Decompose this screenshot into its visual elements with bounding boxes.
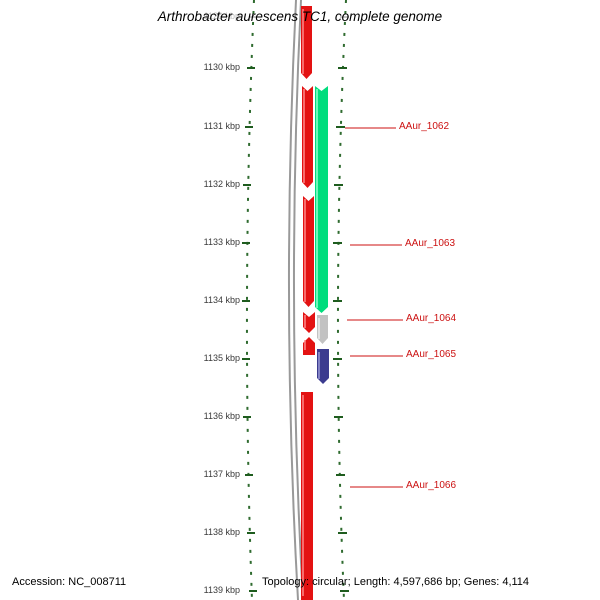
gene-label[interactable]: AAur_1063: [405, 238, 456, 249]
gene-label[interactable]: AAur_1062: [399, 121, 450, 132]
gene-feature[interactable]: [315, 86, 328, 313]
accession-text: Accession: NC_008711: [12, 576, 127, 588]
gene-feature[interactable]: [301, 392, 313, 600]
gene-label[interactable]: AAur_1066: [406, 480, 457, 491]
gene-feature[interactable]: [303, 312, 315, 333]
gene-feature[interactable]: [303, 337, 315, 355]
gene-label[interactable]: AAur_1065: [406, 349, 457, 360]
gene-label[interactable]: AAur_1064: [406, 313, 457, 324]
genome-backbone: [292, 0, 304, 600]
status-bar: Accession: NC_008711 Topology: circular;…: [0, 574, 600, 594]
gene-feature[interactable]: [317, 349, 329, 384]
genome-summary-text: Topology: circular; Length: 4,597,686 bp…: [262, 576, 530, 588]
genome-backbone: [287, 0, 299, 600]
page-title: Arthrobacter aurescens TC1, complete gen…: [157, 9, 443, 24]
